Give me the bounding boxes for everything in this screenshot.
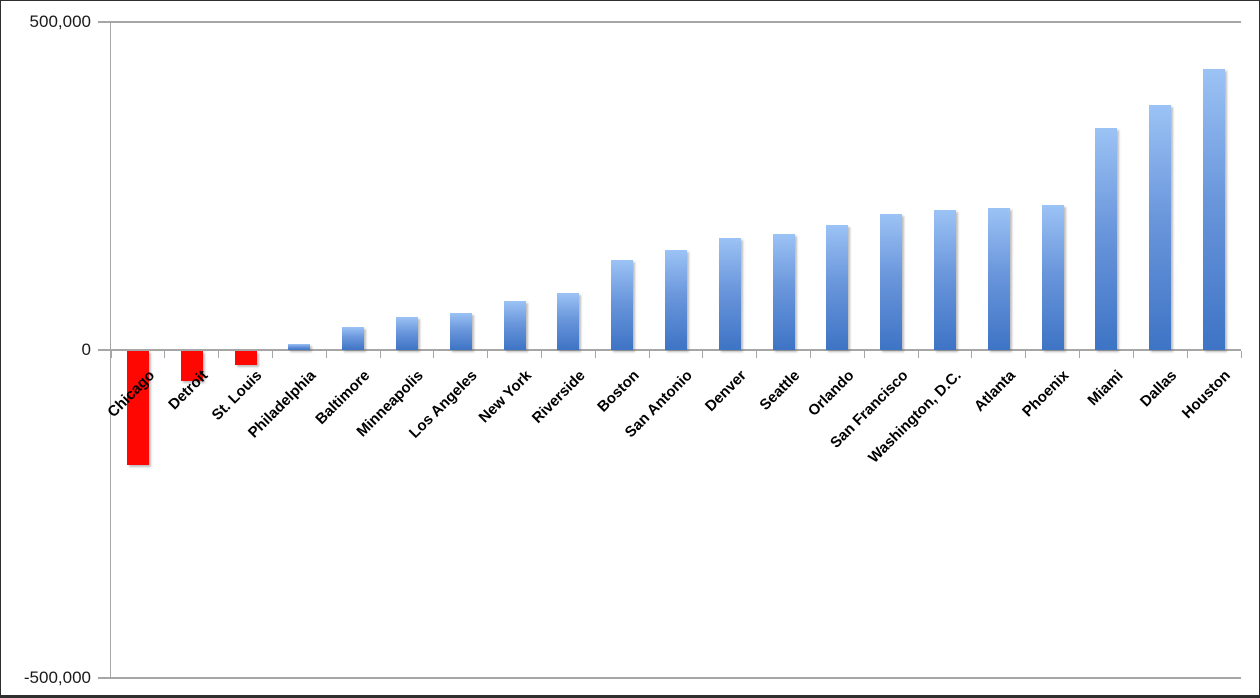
bar-phoenix bbox=[1041, 205, 1064, 350]
x-axis-label-text: Denver bbox=[701, 367, 750, 415]
x-axis-label-text: Orlando bbox=[804, 367, 858, 420]
x-axis-tick bbox=[433, 351, 435, 358]
x-axis-tick bbox=[810, 351, 812, 358]
bar-los-angeles bbox=[449, 313, 472, 350]
x-axis-tick bbox=[487, 351, 489, 358]
x-axis-label-text: Dallas bbox=[1137, 367, 1181, 411]
bar-miami bbox=[1095, 128, 1118, 350]
x-axis-tick bbox=[1132, 351, 1134, 358]
x-axis-label-text: St. Louis bbox=[208, 367, 266, 424]
bar-riverside bbox=[557, 293, 580, 350]
x-axis-tick bbox=[325, 351, 327, 358]
gridline-500-000 bbox=[98, 677, 1241, 679]
x-axis-tick bbox=[756, 351, 758, 358]
x-axis-label-text: Seattle bbox=[756, 367, 804, 414]
y-axis-tick-label: 500,000 bbox=[29, 12, 91, 31]
x-axis-tick bbox=[110, 351, 112, 358]
x-axis-label-text: Miami bbox=[1084, 367, 1127, 410]
x-axis-tick bbox=[164, 351, 166, 358]
bar-philadelphia bbox=[288, 344, 311, 350]
x-axis-tick bbox=[863, 351, 865, 358]
bar-minneapolis bbox=[395, 317, 418, 350]
bar-orlando bbox=[826, 225, 849, 350]
bar-denver bbox=[718, 238, 741, 350]
x-axis-label-text: Atlanta bbox=[970, 367, 1019, 415]
x-axis-label-text: Riverside bbox=[528, 367, 589, 427]
x-axis-label-text: Washington, D.C. bbox=[865, 367, 966, 467]
x-axis-tick bbox=[1079, 351, 1081, 358]
bar-san-francisco bbox=[880, 214, 903, 350]
x-axis-tick bbox=[971, 351, 973, 358]
y-axis-line bbox=[110, 22, 111, 678]
x-axis-tick bbox=[917, 351, 919, 358]
bar-san-antonio bbox=[665, 250, 687, 350]
y-axis-tick-label: -500,000 bbox=[23, 668, 91, 687]
x-axis-tick bbox=[1186, 351, 1188, 358]
x-axis-tick bbox=[1240, 351, 1242, 358]
gridline-500-000 bbox=[98, 21, 1241, 23]
x-axis-label-text: Phoenix bbox=[1019, 367, 1073, 421]
x-axis-tick bbox=[271, 351, 273, 358]
x-axis-tick bbox=[594, 351, 596, 358]
x-axis-label-text: New York bbox=[475, 367, 535, 427]
x-axis-tick bbox=[379, 351, 381, 358]
x-axis-tick bbox=[648, 351, 650, 358]
x-axis-label-text: Boston bbox=[593, 367, 643, 416]
bar-washington-d-c bbox=[934, 210, 957, 350]
bar-st-louis bbox=[234, 351, 257, 365]
gridline-0 bbox=[98, 349, 1241, 351]
x-axis-tick bbox=[218, 351, 220, 358]
x-axis-tick bbox=[1025, 351, 1027, 358]
bar-dallas bbox=[1149, 105, 1172, 350]
bar-chicago bbox=[126, 351, 149, 465]
bar-detroit bbox=[180, 351, 203, 381]
bar-new-york bbox=[503, 301, 526, 350]
bar-houston bbox=[1203, 69, 1226, 350]
x-axis-tick bbox=[540, 351, 542, 358]
bar-boston bbox=[611, 260, 634, 350]
bar-atlanta bbox=[987, 208, 1010, 350]
bar-baltimore bbox=[342, 327, 365, 350]
bar-seattle bbox=[772, 234, 795, 350]
y-axis-tick-label: 0 bbox=[81, 340, 91, 359]
x-axis-label-text: Houston bbox=[1179, 367, 1235, 423]
x-axis-tick bbox=[702, 351, 704, 358]
